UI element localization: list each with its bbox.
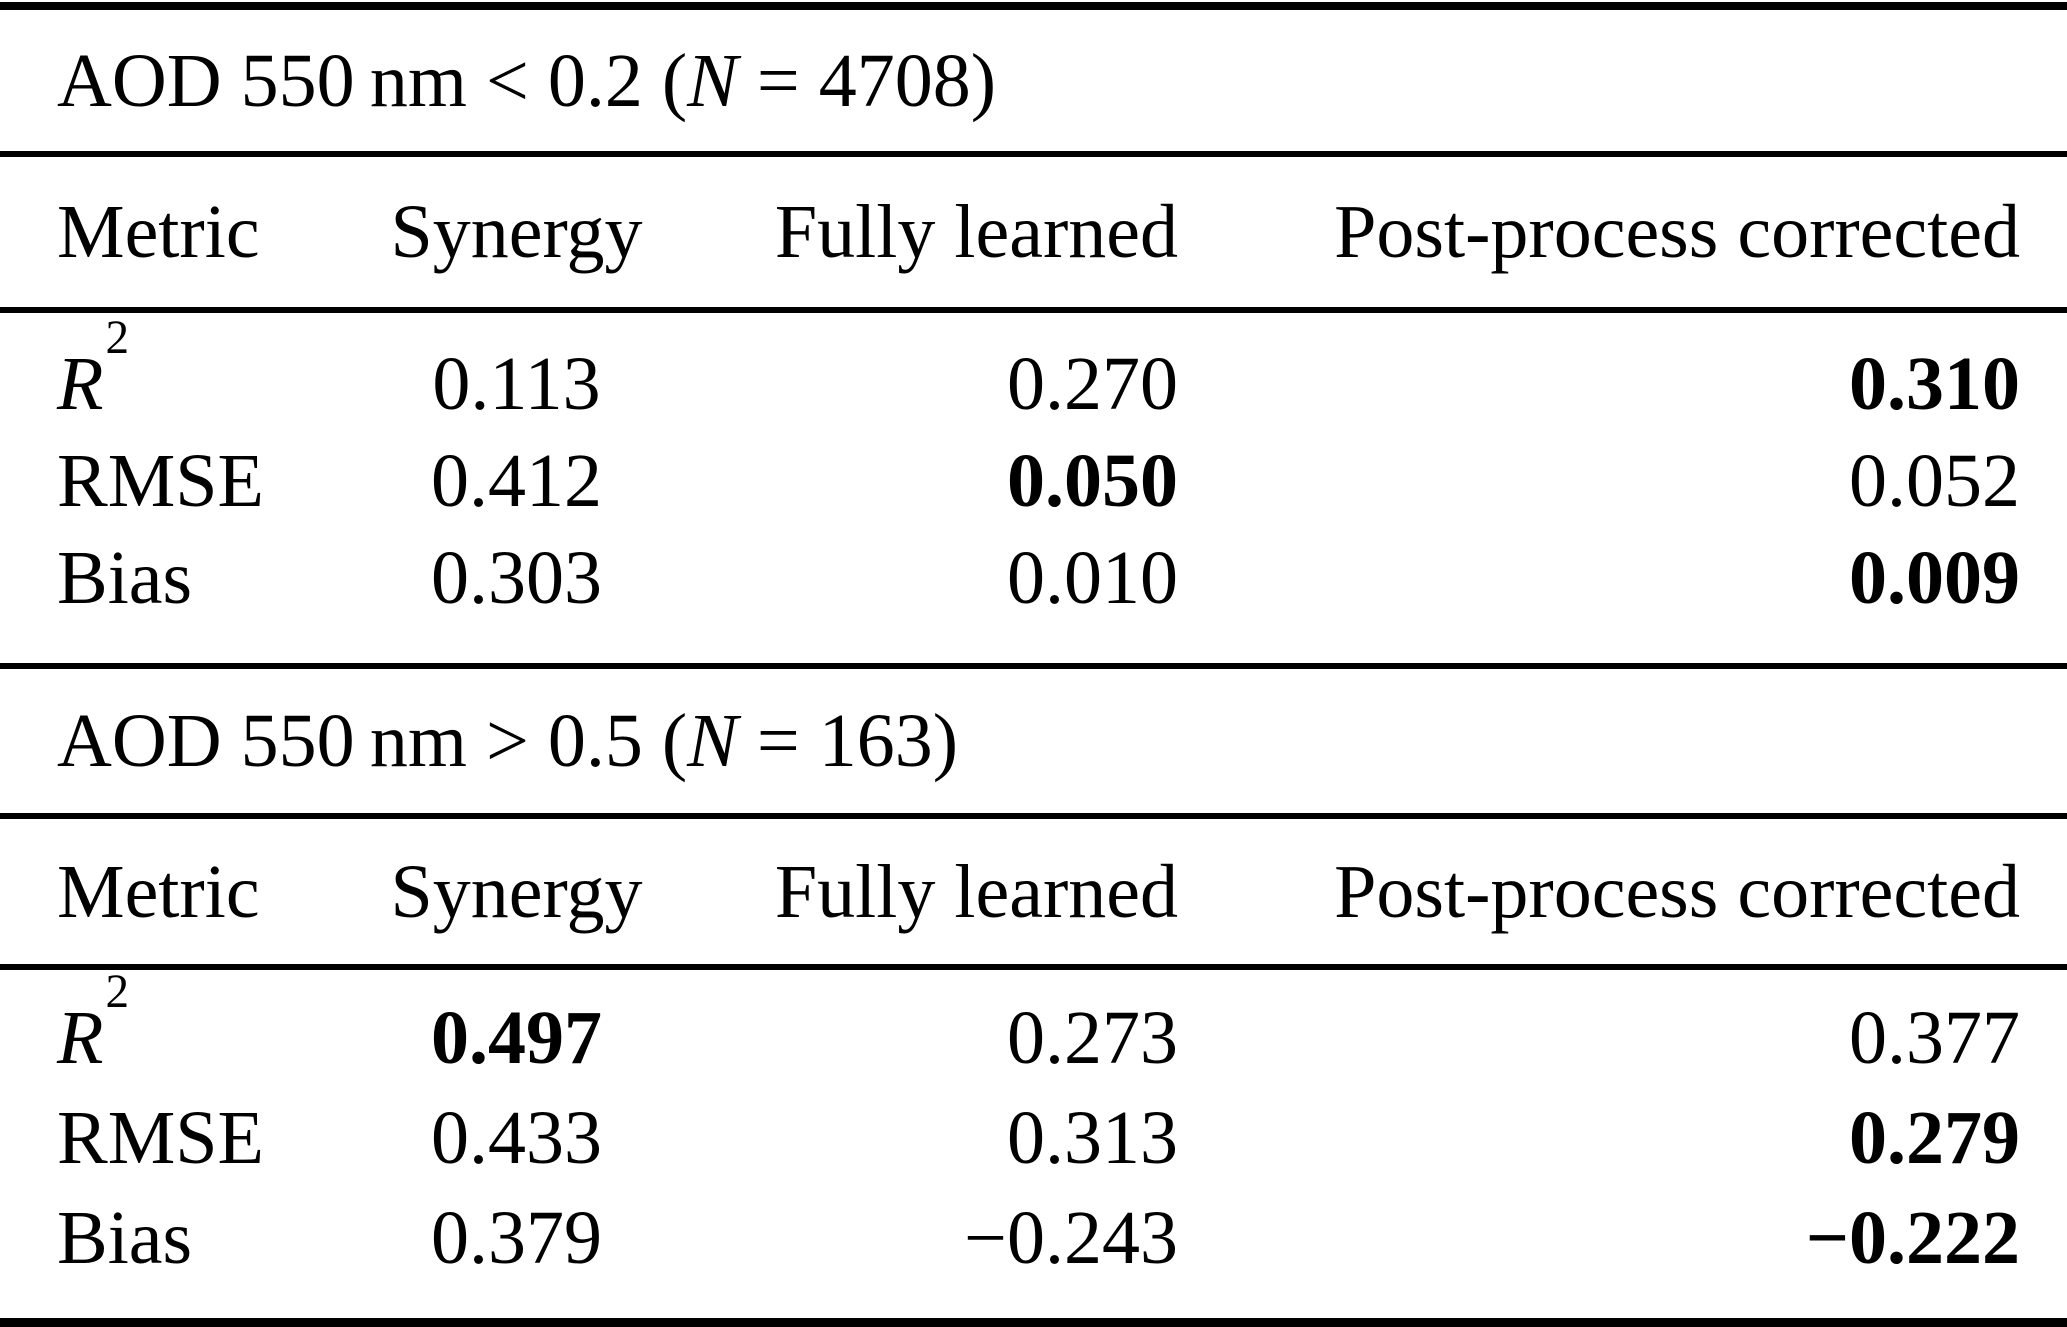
- value-cell: 0.010: [1007, 535, 1178, 620]
- subtable2-colhead-rule: [0, 964, 2067, 970]
- metric-cell: Bias: [57, 1196, 193, 1280]
- metric-cell: R2: [57, 966, 129, 1080]
- metric-cell: Bias: [57, 535, 193, 620]
- subtable1-title-pre: AOD 550 nm < 0.2 (: [57, 38, 688, 123]
- subtable2-title-variable: N: [687, 699, 738, 783]
- data-row: R2 0.113 0.270 0.310: [0, 311, 2067, 432]
- data-row: Bias 0.379 −0.243 −0.222: [0, 1188, 2067, 1288]
- value-cell: 0.273: [1007, 996, 1178, 1080]
- value-cell: 0.009: [1849, 535, 2020, 620]
- subtable-divider-rule: [0, 663, 2067, 669]
- metric-cell: RMSE: [57, 438, 264, 523]
- subtable1-colhead-rule: [0, 307, 2067, 313]
- subtable1-header-rule: [0, 151, 2067, 157]
- subtable2-title-post: = 163): [737, 699, 959, 783]
- column-header-post-process: Post-process corrected: [1334, 190, 2020, 274]
- subtable2-header-rule: [0, 813, 2067, 819]
- subtable2-data: R2 0.497 0.273 0.377 RMSE 0.433 0.313 0.…: [0, 966, 2067, 1318]
- data-row: RMSE 0.412 0.050 0.052: [0, 432, 2067, 529]
- value-cell: 0.310: [1849, 341, 2020, 426]
- subtable1-data: R2 0.113 0.270 0.310 RMSE 0.412 0.050 0.…: [0, 313, 2067, 663]
- value-cell: −0.222: [1805, 1196, 2020, 1280]
- table-top-rule: [0, 2, 2067, 10]
- value-cell: 0.052: [1849, 438, 2020, 523]
- subtable1-title-post: = 4708): [737, 38, 997, 123]
- table-bottom-rule: [0, 1318, 2067, 1327]
- subtable1-title: AOD 550 nm < 0.2 (N = 4708): [57, 43, 996, 119]
- value-cell: 0.113: [432, 341, 601, 426]
- data-row: R2 0.497 0.273 0.377: [0, 966, 2067, 1088]
- value-cell: 0.303: [431, 535, 602, 620]
- column-header-metric: Metric: [57, 190, 260, 274]
- column-header-fully-learned: Fully learned: [774, 190, 1178, 274]
- value-cell: 0.412: [431, 438, 602, 523]
- column-header-post-process: Post-process corrected: [1334, 849, 2020, 934]
- value-cell: 0.497: [431, 996, 602, 1080]
- metric-cell: RMSE: [57, 1096, 264, 1180]
- column-header-synergy: Synergy: [390, 190, 643, 274]
- data-row: RMSE 0.433 0.313 0.279: [0, 1088, 2067, 1188]
- subtable2-group-header: AOD 550 nm > 0.5 (N = 163): [0, 669, 2067, 813]
- value-cell: 0.377: [1849, 996, 2020, 1080]
- value-cell: 0.279: [1849, 1096, 2020, 1180]
- data-row: Bias 0.303 0.010 0.009: [0, 529, 2067, 626]
- column-header-metric: Metric: [57, 849, 260, 934]
- value-cell: 0.270: [1007, 341, 1178, 426]
- subtable2-title: AOD 550 nm > 0.5 (N = 163): [57, 703, 958, 779]
- subtable1-group-header: AOD 550 nm < 0.2 (N = 4708): [0, 10, 2067, 151]
- subtable2-title-pre: AOD 550 nm > 0.5 (: [57, 699, 688, 783]
- column-header-fully-learned: Fully learned: [774, 849, 1178, 934]
- column-header-synergy: Synergy: [390, 849, 643, 934]
- value-cell: −0.243: [964, 1196, 1178, 1280]
- subtable2-column-header-row: Metric Synergy Fully learned Post-proces…: [0, 819, 2067, 964]
- subtable1-column-header-row: Metric Synergy Fully learned Post-proces…: [0, 157, 2067, 307]
- value-cell: 0.379: [431, 1196, 602, 1280]
- value-cell: 0.313: [1007, 1096, 1178, 1180]
- value-cell: 0.050: [1007, 438, 1178, 523]
- value-cell: 0.433: [431, 1096, 602, 1180]
- subtable1-title-variable: N: [687, 38, 738, 123]
- metric-cell: R2: [57, 311, 129, 426]
